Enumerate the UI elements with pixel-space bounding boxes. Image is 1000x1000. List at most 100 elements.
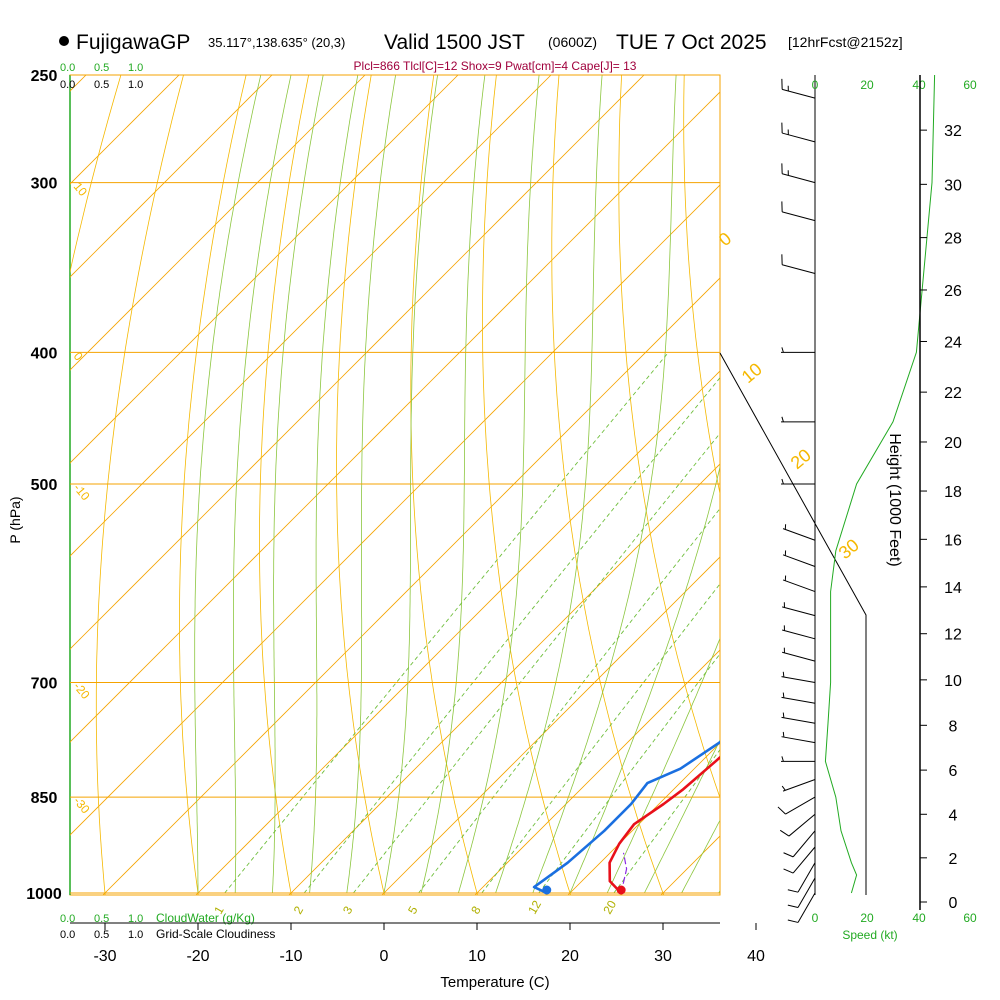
wind-barb	[781, 779, 816, 792]
wind-barb	[781, 478, 815, 485]
mixing-ratio-label: 8	[468, 903, 484, 916]
wind-barb-half	[781, 756, 784, 762]
wind-barb	[777, 796, 816, 815]
wind-barb-half	[782, 731, 785, 738]
cloud-water-tick-0: 0.0	[60, 913, 75, 925]
moist-adiabat-line	[233, 75, 292, 894]
dry-adiabat-line	[985, 0, 1000, 922]
height-tick-label: 8	[949, 718, 958, 735]
mixing-ratio-line	[538, 653, 720, 894]
wind-barb-staff	[781, 676, 816, 684]
height-tick-label: 20	[944, 435, 962, 452]
cloudiness-tick-0: 0.0	[60, 929, 75, 941]
height-tick-label: 6	[949, 763, 958, 780]
dry-adiabat-line	[70, 75, 122, 274]
x-tick-label: 40	[747, 948, 765, 965]
wind-barb	[782, 575, 816, 593]
plot-frame	[69, 74, 721, 896]
isotherm-line	[70, 75, 459, 464]
wind-barb-staff	[788, 813, 816, 837]
dry-adiabat-line	[683, 75, 720, 496]
wind-barb-staff	[782, 211, 816, 222]
station-name: FujigawaGP	[76, 31, 190, 54]
theta-label: 20	[787, 445, 815, 473]
wind-barb-flag	[783, 868, 794, 874]
wind-barb-staff	[781, 696, 816, 704]
wind-barb-half	[782, 712, 785, 718]
height-tick-label: 26	[944, 283, 962, 300]
y-axis-title: P (hPa)	[7, 496, 23, 543]
wind-barb-half	[781, 478, 784, 485]
wind-barb	[782, 647, 816, 662]
cloud-water-tick-top-0: 0.0	[60, 62, 75, 74]
dry-adiabat-line	[179, 75, 247, 895]
height-tick-label: 24	[944, 334, 962, 351]
valid-time: Valid 1500 JST	[384, 31, 525, 54]
wind-barb	[781, 78, 816, 99]
isotherm-line	[70, 75, 273, 278]
wind-panel-border	[719, 352, 867, 895]
temperature-trace	[608, 755, 720, 895]
wind-barb-staff	[782, 579, 816, 593]
isotherm-line	[70, 75, 552, 557]
wind-barb-half	[782, 671, 785, 678]
wind-barb-staff	[792, 846, 816, 874]
x-axis-title: Temperature (C)	[440, 974, 549, 991]
theta-label: 10	[738, 359, 766, 387]
moist-adiabat-line	[383, 75, 439, 894]
isotherm-line	[70, 75, 645, 650]
mixing-ratio-line	[613, 749, 720, 894]
pressure-label: 700	[31, 676, 58, 693]
wind-barb-staff	[782, 173, 816, 184]
cloud-water-tick-top-2: 1.0	[128, 62, 143, 74]
speed-tick-top: 20	[860, 78, 874, 92]
wind-barb	[781, 122, 816, 143]
wind-barb	[781, 416, 815, 423]
x-axis-ticks: -30 -20 -10 0 10 20 30 40	[93, 923, 765, 965]
isotherm-line	[70, 75, 180, 185]
isotherm-line	[567, 742, 720, 895]
wind-barb	[781, 671, 816, 684]
station-coords: 35.117°,138.635° (20,3)	[208, 35, 345, 50]
wind-barb-staff	[797, 862, 816, 893]
height-tick-label: 0	[949, 895, 958, 912]
wind-barb	[783, 830, 816, 858]
profiles	[532, 740, 720, 895]
mixing-ratio-label: 2	[291, 903, 307, 916]
theta-label: 0	[715, 228, 736, 250]
moist-adiabat-line	[420, 75, 486, 894]
wind-barb	[781, 756, 815, 762]
wind-barb-staff	[782, 606, 816, 617]
moist-adiabat-line	[532, 75, 677, 894]
dry-adiabat-line	[551, 75, 665, 895]
wind-barb	[782, 602, 816, 617]
wind-barb	[787, 877, 816, 908]
x-tick-label: 10	[468, 948, 486, 965]
wind-barb-staff	[792, 830, 816, 858]
stability-indices: Plcl=866 Tlcl[C]=12 Shox=9 Pwat[cm]=4 Ca…	[354, 59, 637, 73]
wind-barb-staff	[797, 892, 816, 923]
height-tick-label: 4	[949, 807, 958, 824]
wind-barb-staff	[781, 716, 816, 724]
isotherm-line	[70, 75, 87, 92]
wind-barb-staff	[782, 264, 816, 275]
wind-barb	[781, 201, 816, 222]
pressure-label: 400	[31, 345, 58, 362]
wind-barb-half	[781, 785, 786, 791]
pressure-label: 1000	[26, 886, 62, 903]
wind-barb-half	[782, 692, 785, 698]
height-tick-label: 28	[944, 231, 962, 248]
wind-barb-staff	[781, 736, 816, 744]
mixing-ratio-line	[418, 507, 720, 894]
isotherm-line	[70, 75, 366, 371]
speed-tick-top: 40	[912, 78, 926, 92]
isotherm-line	[195, 370, 720, 895]
wind-barb	[787, 862, 816, 893]
height-tick-label: 16	[944, 532, 962, 549]
isotherm-line	[474, 649, 720, 895]
cloudiness-tick-2: 1.0	[128, 929, 143, 941]
wind-barb	[781, 347, 815, 353]
forecast-label: [12hrFcst@2152z]	[788, 34, 903, 50]
